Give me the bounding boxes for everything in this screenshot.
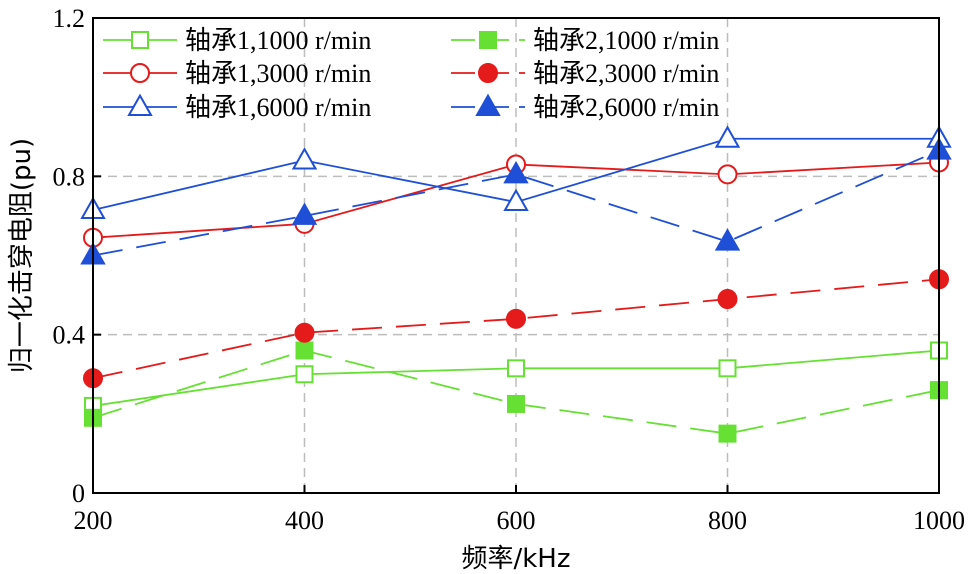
series-2	[84, 341, 948, 443]
legend-marker	[478, 63, 498, 83]
legend-item: 轴承1,1000 r/min	[103, 26, 371, 55]
x-tick-label: 400	[285, 506, 324, 535]
legend-label: 轴承2,3000 r/min	[533, 59, 719, 88]
legend-marker	[475, 93, 501, 116]
data-point	[507, 359, 525, 378]
legend-marker	[130, 63, 150, 83]
plot-frame	[92, 17, 940, 494]
data-point	[291, 147, 318, 170]
data-point	[295, 341, 314, 360]
data-point	[717, 164, 738, 185]
x-tick-label: 200	[74, 506, 113, 535]
legend-item: 轴承2,3000 r/min	[451, 59, 719, 88]
data-point	[506, 308, 526, 329]
series-line	[92, 278, 940, 380]
data-point	[718, 359, 737, 378]
legend-label: 轴承1,1000 r/min	[185, 26, 371, 55]
y-tick-label: 1.2	[53, 4, 86, 33]
axis-ticks: 200 400 600 800 1000 0 0.4 0.8 1.2	[53, 4, 966, 535]
data-point	[295, 365, 314, 384]
legend-marker	[131, 31, 149, 49]
data-point	[714, 125, 741, 148]
legend-item: 轴承2,6000 r/min	[451, 93, 719, 122]
y-tick-label: 0	[72, 479, 85, 508]
legend-marker	[479, 31, 497, 49]
legend-label: 轴承1,3000 r/min	[185, 59, 371, 88]
data-point	[294, 322, 315, 343]
x-tick-label: 600	[497, 506, 536, 535]
legend-label: 轴承2,1000 r/min	[533, 26, 719, 55]
x-tick-label: 1000	[913, 506, 965, 535]
data-point	[503, 188, 529, 212]
data-point	[718, 424, 737, 443]
series-line	[92, 149, 940, 257]
legend: 轴承1,1000 r/min 轴承2,1000 r/min 轴承1,3000 r/m…	[103, 26, 719, 122]
y-tick-label: 0.8	[53, 162, 86, 191]
data-point	[503, 160, 529, 184]
y-tick-label: 0.4	[53, 321, 86, 350]
series-layer	[80, 125, 952, 443]
legend-label: 轴承2,6000 r/min	[533, 93, 719, 122]
legend-label: 轴承1,6000 r/min	[185, 93, 371, 122]
data-point	[291, 202, 318, 225]
data-point	[507, 394, 525, 413]
legend-item: 轴承1,3000 r/min	[103, 59, 371, 88]
data-point	[714, 228, 741, 251]
legend-item: 轴承2,1000 r/min	[451, 26, 719, 55]
legend-marker	[127, 93, 153, 116]
y-axis-label: 归一化击穿电阻(pu)	[7, 138, 37, 373]
legend-item: 轴承1,6000 r/min	[103, 93, 371, 122]
x-axis-label: 频率/kHz	[461, 544, 570, 574]
grid-lines	[93, 18, 939, 493]
data-point	[717, 289, 738, 310]
x-tick-label: 800	[708, 506, 747, 535]
